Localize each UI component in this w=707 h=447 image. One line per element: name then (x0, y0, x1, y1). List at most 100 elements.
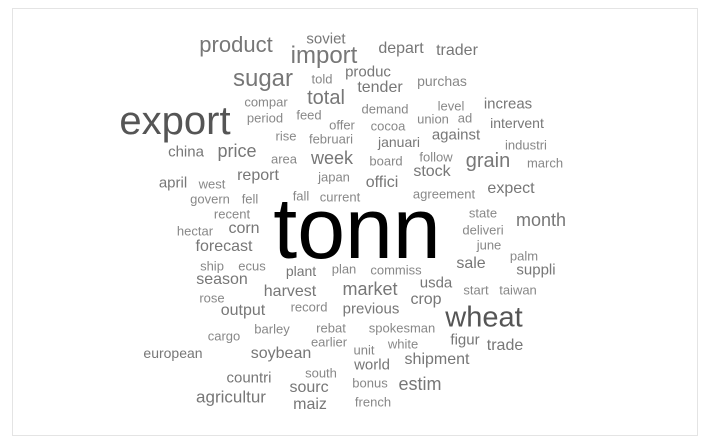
word-purchas: purchas (417, 73, 467, 89)
word-januari: januari (377, 134, 421, 150)
word-white: white (387, 336, 419, 352)
word-west: west (198, 176, 226, 192)
word-corn: corn (228, 220, 260, 237)
word-world: world (354, 356, 390, 374)
word-harvest: harvest (263, 283, 317, 300)
word-april: april (158, 174, 188, 192)
word-price: price (217, 141, 257, 161)
word-industri: industri (505, 137, 547, 153)
word-rose: rose (199, 290, 225, 306)
word-shipment: shipment (404, 351, 470, 368)
word-import: import (290, 42, 358, 69)
word-unit: unit (353, 342, 375, 358)
word-feed: feed (296, 107, 322, 123)
word-plan: plan (331, 261, 357, 277)
word-june: june (476, 237, 502, 253)
word-compar: compar (244, 94, 288, 110)
word-french: french (354, 394, 392, 410)
word-union: union (417, 111, 449, 127)
word-week: week (310, 148, 354, 168)
word-usda: usda (419, 274, 453, 292)
word-ecus: ecus (238, 258, 266, 274)
word-start: start (463, 282, 489, 298)
word-wheat: wheat (445, 301, 523, 334)
word-month: month (515, 210, 567, 230)
word-spokesman: spokesman (368, 320, 436, 336)
word-march: march (526, 155, 564, 171)
word-ad: ad (457, 110, 473, 126)
word-plant: plant (285, 263, 317, 279)
word-deliveri: deliveri (462, 222, 504, 238)
word-countri: countri (226, 369, 272, 387)
word-sugar: sugar (232, 65, 294, 92)
word-rise: rise (275, 128, 297, 144)
word-state: state (468, 205, 498, 221)
word-period: period (246, 110, 284, 126)
word-level: level (437, 98, 465, 114)
word-fell: fell (241, 191, 259, 207)
word-govern: govern (190, 191, 230, 207)
word-recent: recent (213, 206, 251, 222)
word-expect: expect (487, 180, 535, 197)
word-report: report (237, 167, 279, 184)
word-product: product (199, 32, 273, 57)
word-china: china (168, 143, 204, 161)
word-suppli: suppli (516, 261, 556, 279)
word-grain: grain (465, 150, 511, 172)
word-offer: offer (329, 117, 355, 133)
word-crop: crop (410, 291, 442, 308)
word-sourc: sourc (289, 379, 329, 396)
word-total: total (307, 87, 345, 109)
word-output: output (220, 302, 266, 319)
word-estim: estim (398, 374, 442, 394)
word-agreement: agreement (412, 186, 476, 202)
word-cargo: cargo (207, 328, 241, 344)
word-trader: trader (436, 42, 478, 59)
word-demand: demand (361, 101, 409, 117)
word-market: market (342, 279, 398, 299)
word-increas: increas (483, 95, 533, 113)
word-export: export (119, 99, 231, 143)
word-area: area (270, 151, 298, 167)
word-rebat: rebat (316, 320, 346, 336)
word-board: board (369, 153, 403, 169)
word-south: south (305, 365, 337, 381)
word-previous: previous (342, 300, 400, 318)
word-produc: produc (345, 63, 391, 81)
word-intervent: intervent (490, 115, 544, 131)
word-februari: februari (308, 131, 354, 147)
word-soviet: soviet (306, 30, 346, 48)
word-record: record (290, 299, 328, 315)
word-trade: trade (486, 337, 524, 354)
word-agricultur: agricultur (196, 387, 266, 407)
word-figur: figur (450, 331, 480, 349)
word-sale: sale (456, 255, 486, 272)
word-soybean: soybean (250, 345, 312, 362)
word-earlier: earlier (310, 334, 348, 350)
word-current: current (319, 189, 361, 205)
word-follow: follow (419, 149, 453, 165)
word-european: european (143, 345, 203, 361)
word-hectar: hectar (176, 223, 214, 239)
word-stock: stock (413, 163, 451, 180)
word-barley: barley (254, 321, 290, 337)
word-depart: depart (378, 40, 424, 57)
word-taiwan: taiwan (499, 282, 537, 298)
word-cocoa: cocoa (370, 118, 406, 134)
word-forecast: forecast (195, 238, 253, 255)
word-against: against (431, 126, 481, 144)
word-palm: palm (509, 248, 539, 264)
word-bonus: bonus (352, 375, 388, 391)
word-ship: ship (200, 258, 224, 274)
word-commiss: commiss (370, 262, 422, 278)
word-offici: offici (365, 174, 399, 191)
word-tender: tender (357, 79, 403, 96)
word-maiz: maiz (293, 396, 327, 413)
word-told: told (311, 71, 333, 87)
word-japan: japan (318, 169, 350, 185)
word-tonn: tonn (273, 181, 441, 277)
word-cloud-frame (12, 8, 698, 436)
word-season: season (196, 271, 248, 288)
word-fall: fall (292, 188, 310, 204)
